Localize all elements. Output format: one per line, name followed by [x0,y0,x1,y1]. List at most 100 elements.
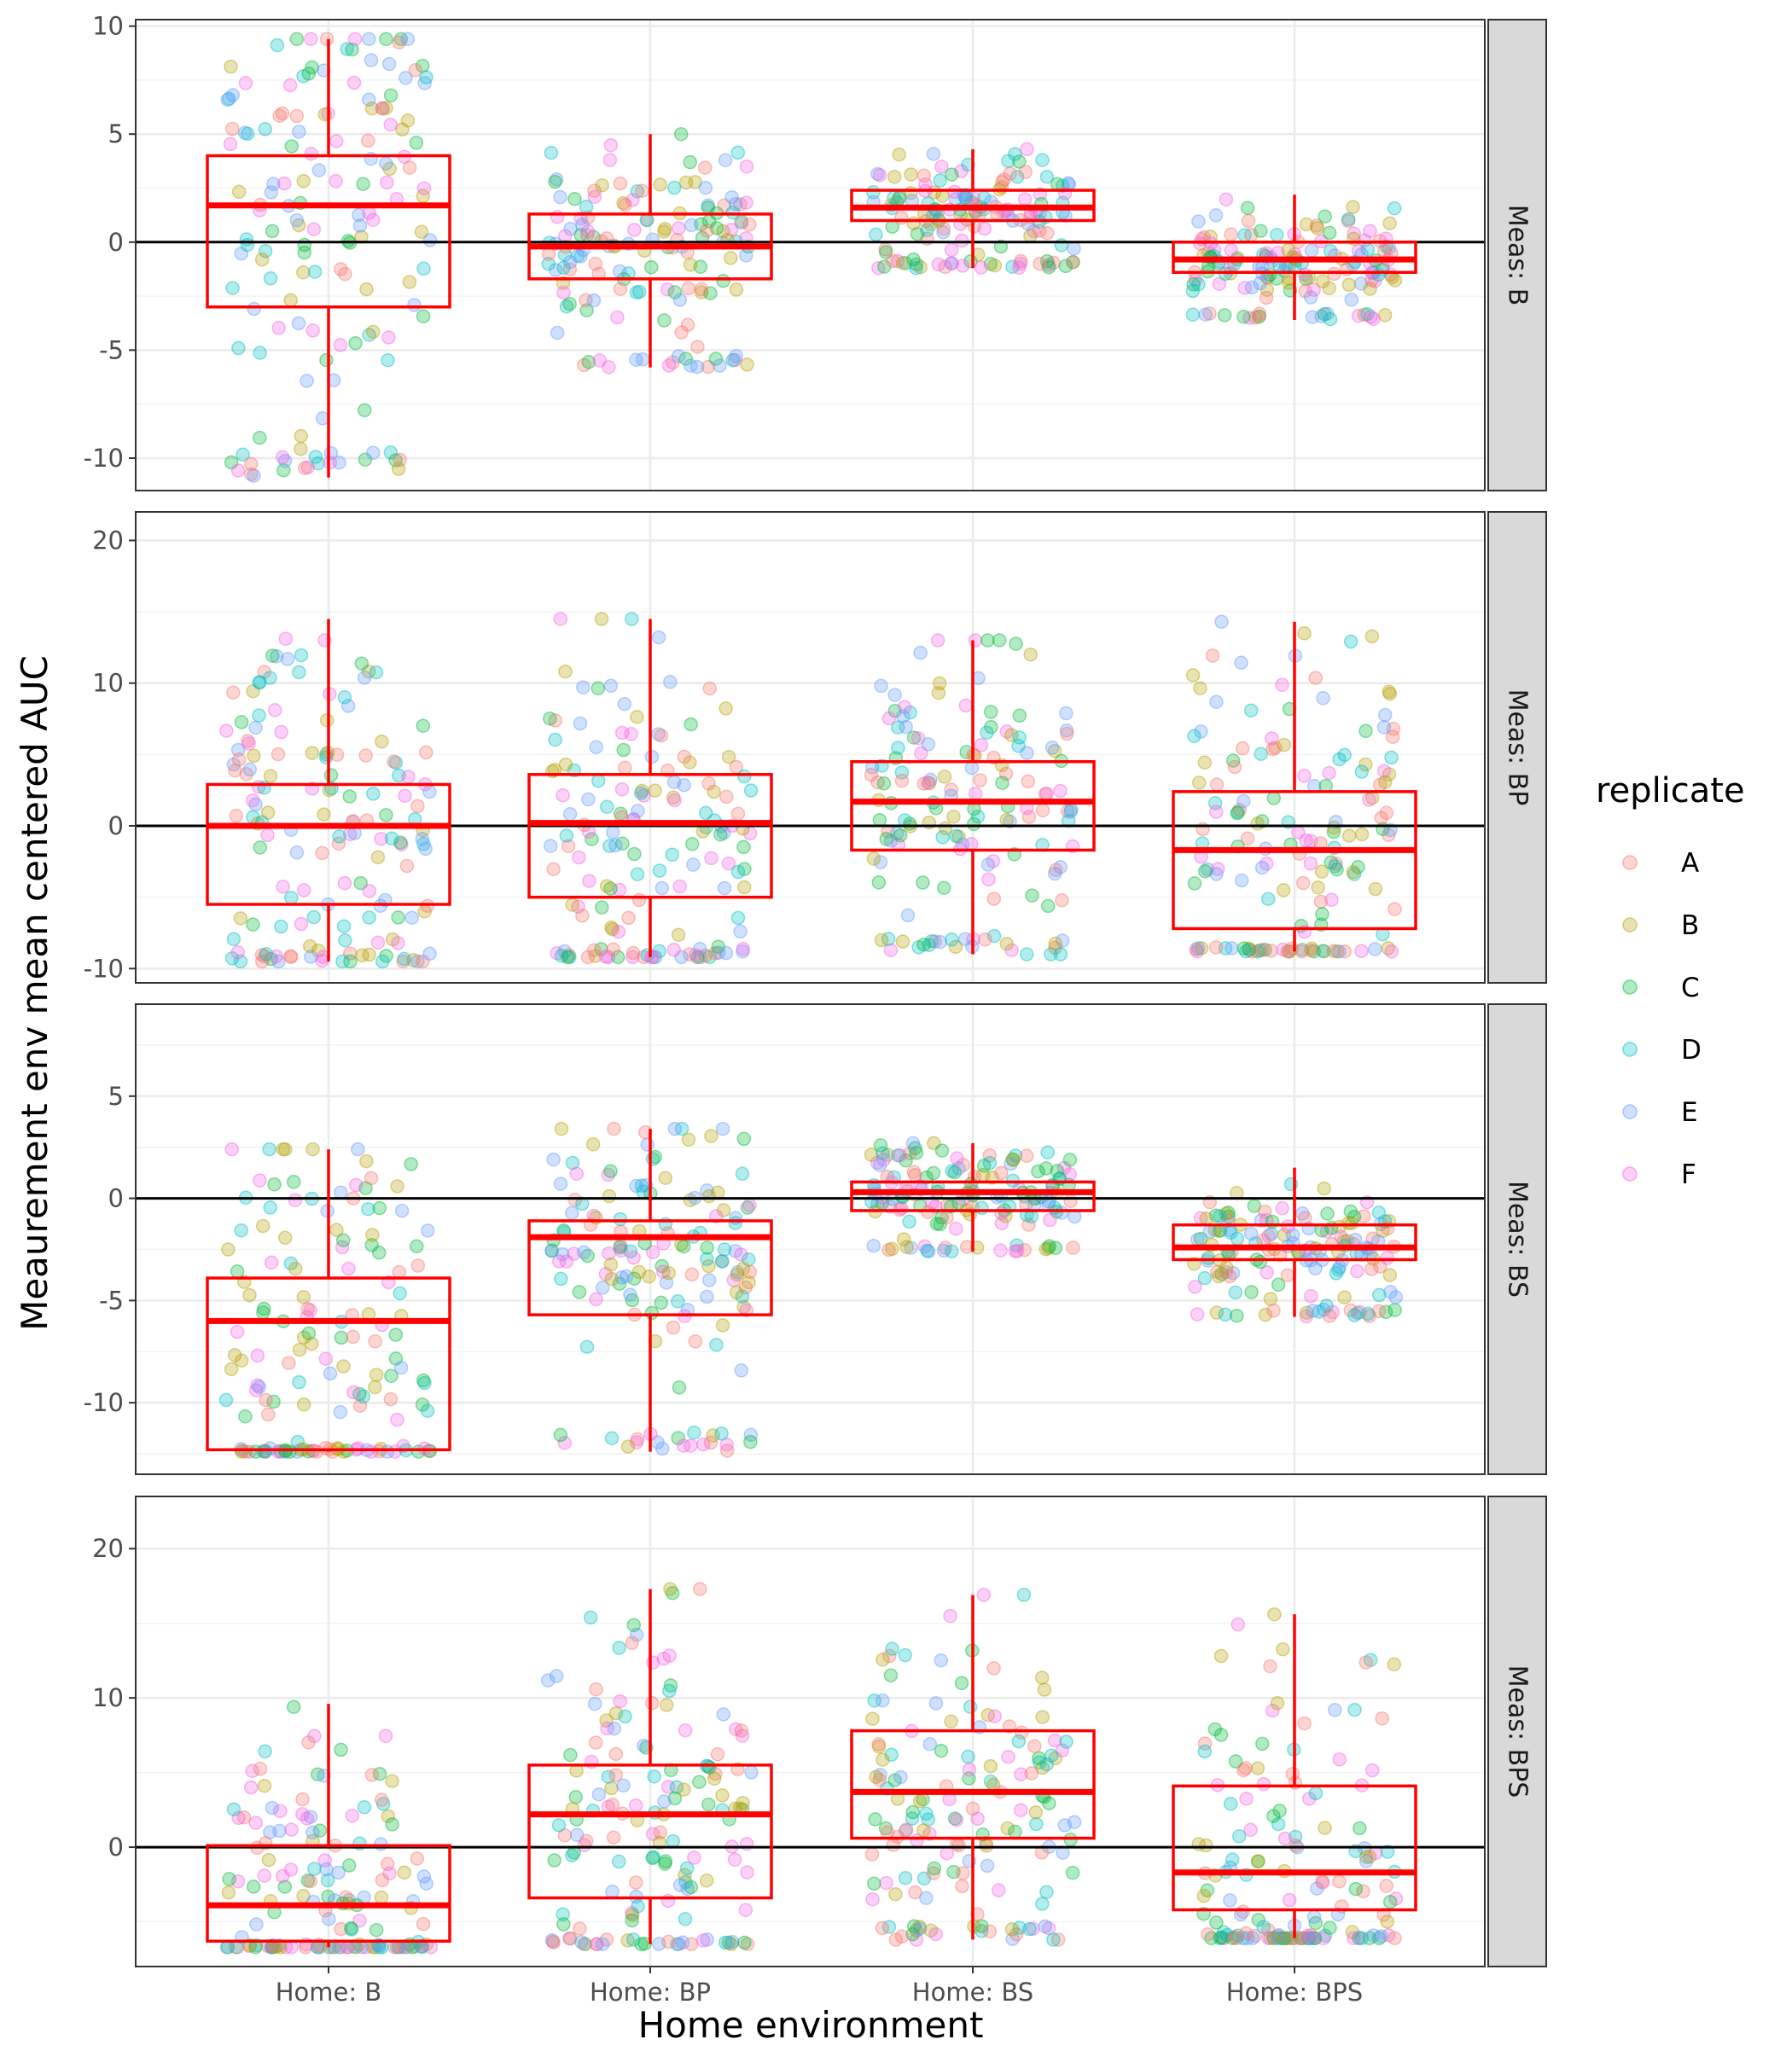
data-point [652,944,666,959]
data-point [1013,253,1028,269]
data-point [739,160,754,174]
data-point [238,76,253,90]
data-point [591,1787,607,1802]
data-point [693,950,708,965]
data-point [608,1746,624,1762]
data-point [1221,1206,1236,1220]
data-point [1050,1932,1066,1947]
data-point [1218,1307,1233,1322]
data-point [548,174,562,189]
data-point [1317,306,1332,322]
data-point [1254,860,1270,875]
data-point [1295,1206,1310,1221]
data-point [344,1922,359,1937]
data-point [384,831,399,846]
data-point [354,656,369,671]
data-point [587,183,602,198]
data-point [876,1653,890,1667]
data-point [1197,1736,1213,1751]
data-point [614,1243,629,1258]
data-point [1050,1164,1065,1178]
data-point [631,1264,647,1280]
data-point [1380,1251,1394,1265]
data-point [634,1178,649,1194]
data-point [387,1940,402,1955]
data-point [614,1270,629,1285]
data-point [348,335,363,351]
data-point [703,286,718,300]
data-point [1387,200,1402,216]
data-point [604,1431,620,1445]
data-point [700,1252,714,1266]
data-point [1280,944,1295,959]
data-point [1227,759,1242,775]
data-point [275,106,290,121]
data-point [1282,1892,1297,1908]
data-point [1341,212,1356,227]
data-point [735,1166,750,1182]
data-point [976,1159,992,1173]
data-point [734,215,749,230]
data-point [1382,767,1397,781]
data-point [1382,216,1397,230]
data-point [1298,283,1312,299]
data-point [365,445,381,460]
data-point [568,1790,584,1804]
data-point [231,752,247,767]
data-point [1054,238,1069,253]
data-point [283,293,298,308]
data-point [995,174,1009,189]
data-point [717,1242,732,1257]
data-point [938,1240,953,1255]
data-point [1191,1837,1206,1851]
data-point [1314,309,1329,324]
data-point [1041,1921,1056,1936]
data-point [305,1825,320,1840]
data-point [1026,1921,1040,1937]
data-point [554,1121,569,1136]
data-point [699,1873,714,1888]
data-point [610,950,625,965]
y-tick-label: -10 [84,954,124,983]
data-point [734,1247,748,1262]
data-point [904,1240,918,1255]
data-point [881,711,897,726]
data-point [1211,1269,1226,1284]
data-point [868,1812,882,1827]
data-point [1285,1228,1300,1242]
data-point [292,665,306,680]
data-point [684,358,698,373]
data-point [876,776,892,791]
data-point [614,781,630,797]
data-point [336,1359,351,1374]
data-point [920,223,934,237]
data-point [255,1218,271,1234]
data-point [397,1865,412,1880]
data-point [236,447,250,462]
data-point [1368,942,1382,956]
data-point [944,256,959,270]
data-point [652,1937,666,1951]
data-point [1059,723,1074,738]
data-point [603,1257,619,1272]
data-point [616,742,631,758]
data-point [1362,1309,1377,1323]
box-iqr [850,1729,1096,1840]
data-point [337,875,352,891]
legend-key [1622,855,1638,870]
data-point [1363,282,1377,296]
data-point [1295,875,1311,891]
data-point [949,1221,963,1236]
data-point [692,1775,707,1789]
data-point [394,1203,410,1218]
data-point [660,282,675,297]
data-point [1213,1648,1229,1664]
data-point [1198,307,1213,322]
data-point [1271,1816,1286,1832]
data-point [692,1582,707,1596]
data-point [253,346,267,360]
data-point [661,358,677,373]
data-point [899,1822,914,1837]
box-iqr [206,154,451,309]
data-point [420,898,435,914]
